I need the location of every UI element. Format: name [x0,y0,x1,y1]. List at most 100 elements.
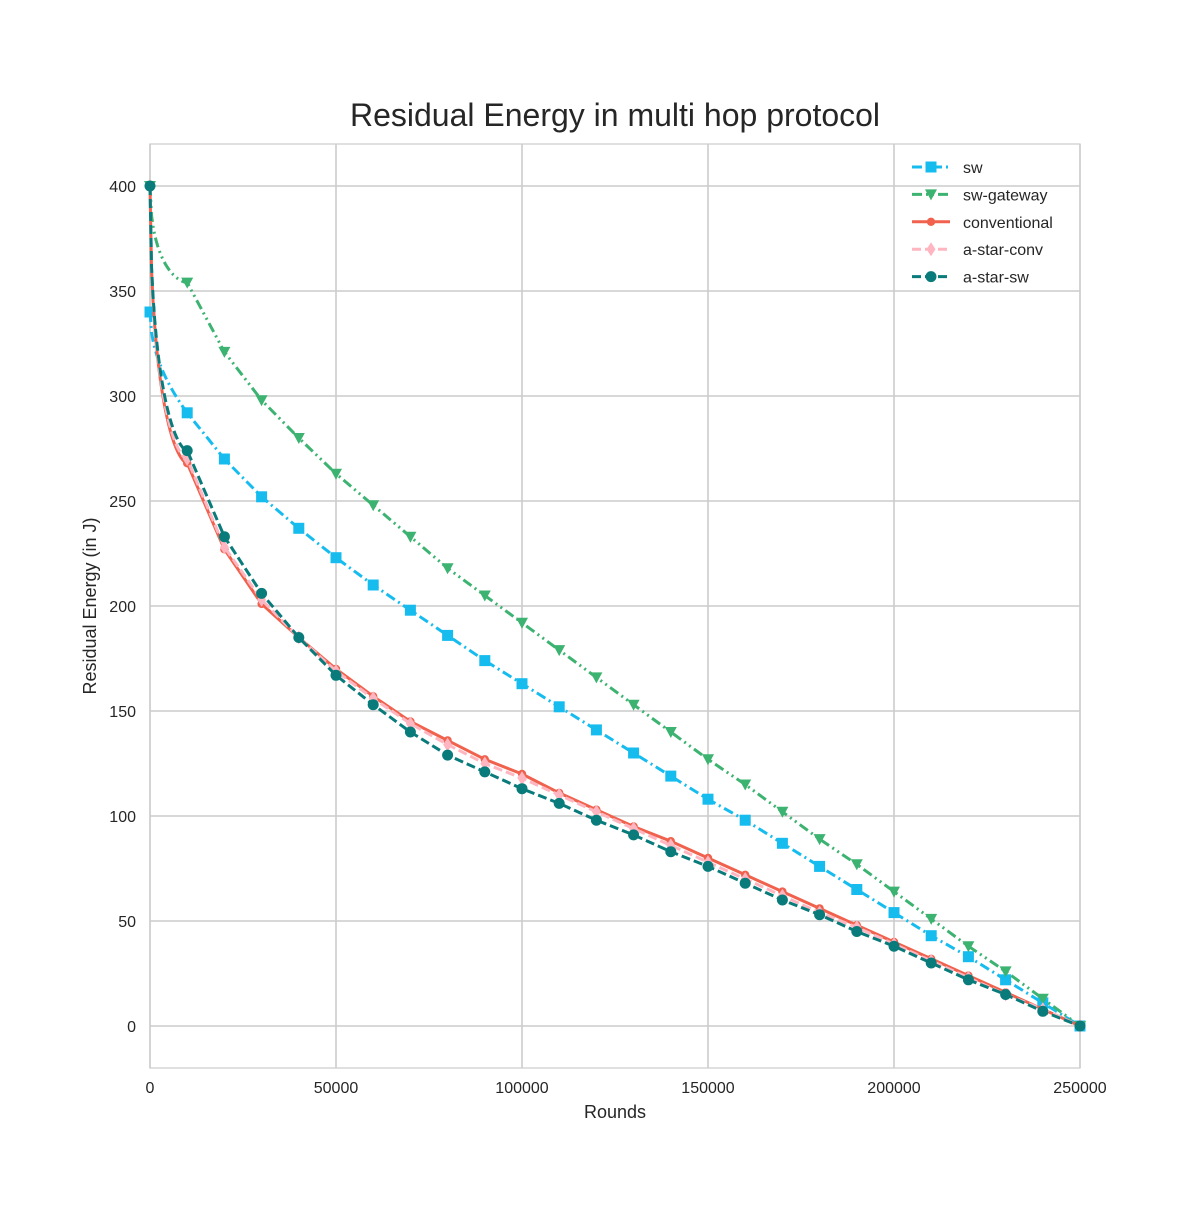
data-point-sw [553,701,565,713]
data-point-a-star-sw [702,860,714,872]
data-point-a-star-sw [739,877,751,889]
data-point-sw [590,724,602,736]
legend-label-conventional: conventional [963,215,1053,232]
x-tick-label: 50000 [314,1080,359,1097]
data-point-a-star-sw [1074,1020,1086,1032]
data-point-sw-gateway [925,913,938,925]
series-layer [144,179,1086,1033]
legend-label-a-star-sw: a-star-sw [963,270,1029,287]
legend-label-sw-gateway: sw-gateway [963,187,1047,204]
data-point-a-star-sw [553,797,565,809]
x-tick-label: 200000 [867,1080,920,1097]
x-axis-label: Rounds [584,1102,646,1122]
x-tick-label: 0 [146,1080,155,1097]
data-point-sw-gateway [739,779,752,791]
data-point-sw [256,491,268,503]
data-point-sw [367,579,379,591]
data-point-sw [404,604,416,616]
series-sw-gateway [144,181,1086,1032]
data-point-a-star-sw [479,766,491,778]
plot-frame [149,143,1081,1069]
data-point-sw-gateway [999,966,1012,978]
data-point-a-star-sw [925,957,937,969]
data-point-sw-gateway [962,941,975,953]
data-point-a-star-conv [517,771,527,786]
data-point-sw-gateway [218,346,231,358]
data-point-a-star-sw [776,894,788,906]
series-sw [144,306,1086,1032]
legend-label-a-star-conv: a-star-conv [963,242,1043,259]
data-point-a-star-sw [293,632,305,643]
data-point-sw-gateway [441,563,454,575]
data-point-sw [962,951,974,963]
data-point-a-star-sw [404,726,416,738]
y-tick-label: 400 [109,179,136,196]
data-point-sw-gateway [553,645,566,657]
data-point-sw-gateway [255,395,268,407]
y-tick-label: 350 [109,284,136,301]
y-tick-label: 200 [109,599,136,616]
data-point-a-star-conv [219,540,229,555]
legend-item-sw: sw [912,160,983,177]
data-point-sw-gateway [664,727,677,738]
data-point-sw-gateway [590,672,603,684]
y-tick-label: 250 [109,494,136,511]
data-point-sw-gateway [776,806,789,818]
data-point-a-star-sw [218,531,230,543]
data-point-sw [1000,974,1012,986]
data-point-a-star-sw [330,669,342,681]
x-tick-label: 150000 [681,1080,734,1097]
legend-label-sw: sw [963,160,983,177]
data-point-sw-gateway [702,754,714,766]
data-point-sw [218,453,230,465]
legend-marker-sw-gateway [925,189,937,201]
data-point-sw [293,522,305,534]
data-point-sw [442,629,454,641]
data-point-sw [776,837,788,849]
data-point-a-star-sw [442,749,454,761]
legend-marker-a-star-conv [926,242,936,257]
data-point-a-star-conv [443,737,453,752]
data-point-a-star-sw [590,814,602,826]
data-point-sw-gateway [404,531,417,543]
data-point-a-star-sw [144,180,156,192]
legend-marker-sw [925,161,937,173]
legend-marker-conventional [926,217,936,226]
data-point-sw-gateway [367,500,380,512]
data-point-sw-gateway [478,590,491,602]
data-point-a-star-sw [851,926,863,937]
data-point-sw-gateway [516,617,528,629]
data-point-sw [330,552,342,564]
data-point-a-star-sw [814,909,826,921]
data-point-sw [479,655,491,667]
data-point-sw-gateway [181,277,194,289]
legend-item-sw-gateway: sw-gateway [912,187,1047,204]
chart-title: Residual Energy in multi hop protocol [350,97,880,133]
data-point-sw [628,747,640,759]
data-point-sw [851,884,863,895]
data-point-a-star-sw [256,587,268,599]
legend-item-conventional: conventional [912,215,1053,232]
data-point-sw [925,930,937,942]
data-point-sw-gateway [330,468,342,480]
data-point-a-star-sw [665,846,677,858]
legend-marker-a-star-sw [925,271,937,283]
data-point-a-star-sw [367,699,379,711]
y-axis-label: Residual Energy (in J) [80,517,100,694]
data-point-a-star-sw [888,940,900,952]
data-point-a-star-sw [962,974,974,986]
x-tick-label: 100000 [495,1080,548,1097]
y-tick-label: 150 [109,704,136,721]
series-a-star-sw [144,180,1086,1032]
data-point-sw [702,793,714,805]
data-point-sw [181,407,193,419]
data-point-a-star-sw [516,783,528,795]
data-point-a-star-sw [181,445,193,457]
legend-item-a-star-conv: a-star-conv [912,242,1043,259]
data-point-sw [814,860,826,872]
data-point-sw-gateway [1036,993,1049,1005]
data-point-sw-gateway [292,433,305,444]
